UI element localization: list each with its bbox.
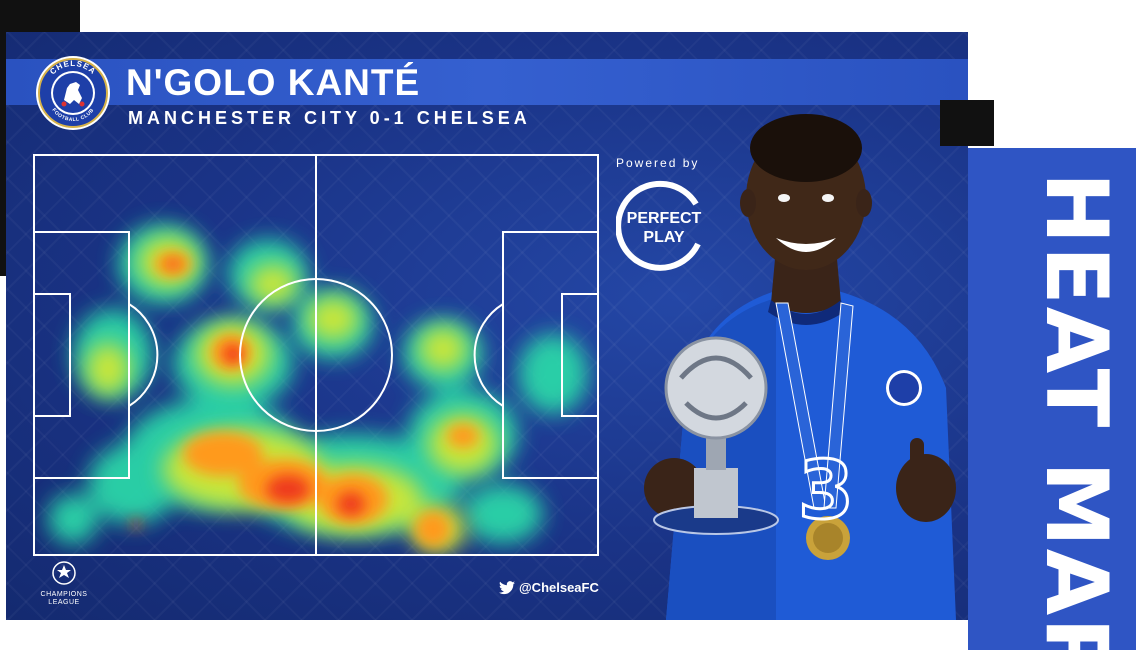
title-band <box>6 59 968 105</box>
twitter-handle-text: @ChelseaFC <box>519 580 599 595</box>
decorative-black-tab <box>0 0 80 32</box>
powered-by-label: Powered by <box>616 156 700 170</box>
champions-league-logo: CHAMPIONS LEAGUE <box>32 560 96 616</box>
heat-map-side-label: HEAT MAP <box>1026 172 1126 650</box>
decorative-black-tab-right <box>940 100 994 146</box>
twitter-handle[interactable]: @ChelseaFC <box>499 580 599 595</box>
svg-text:3: 3 <box>798 444 854 537</box>
match-result: MANCHESTER CITY 0-1 CHELSEA <box>128 108 531 128</box>
graphic-panel: CHELSEA FOOTBALL CLUB N'GOLO KANTÉ MANCH… <box>6 32 968 620</box>
player-name-title: N'GOLO KANTÉ <box>126 62 421 103</box>
perfect-play-line1: PERFECT <box>627 210 702 227</box>
heat-map-pitch <box>33 154 599 556</box>
ucl-text-line1: CHAMPIONS <box>40 591 88 598</box>
heat-blobs <box>48 224 588 553</box>
chelsea-crest-logo: CHELSEA FOOTBALL CLUB <box>36 56 110 130</box>
side-label-band: HEAT MAP <box>968 148 1136 650</box>
perfect-play-logo: PERFECT PLAY <box>616 180 702 271</box>
twitter-bird-icon <box>499 580 515 594</box>
pitch-lines <box>33 154 599 556</box>
perfect-play-line2: PLAY <box>643 229 685 246</box>
decorative-black-strip <box>0 32 8 276</box>
player-photo: 3 <box>644 114 956 620</box>
ucl-text-line2: LEAGUE <box>48 599 80 606</box>
starball-icon <box>52 561 76 585</box>
